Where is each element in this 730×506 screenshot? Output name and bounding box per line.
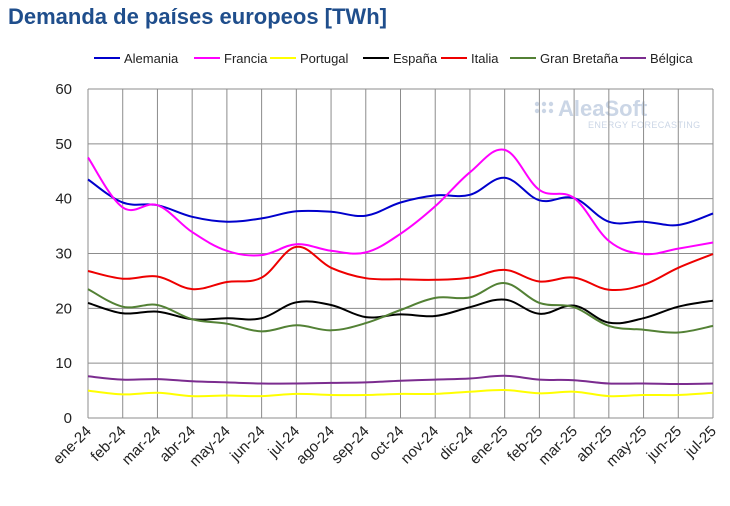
y-tick-label: 10	[55, 355, 72, 372]
x-tick-label: ene-25	[466, 423, 511, 468]
series-line-alemania	[87, 176, 714, 227]
y-tick-label: 30	[55, 246, 72, 263]
watermark-brand: AleaSoft	[558, 96, 648, 121]
legend-label-alemania: Alemania	[124, 51, 179, 66]
x-tick-label: jul-25	[681, 423, 720, 462]
x-axis-ticks: ene-24feb-24mar-24abr-24may-24jun-24jul-…	[50, 423, 720, 470]
watermark-tagline: ENERGY FORECASTING	[588, 120, 701, 130]
series-line-belgica	[87, 374, 714, 385]
series-line-italia	[87, 245, 714, 292]
series-line-portugal	[87, 388, 714, 398]
y-axis-ticks: 0 10 20 30 40 50 60	[55, 81, 72, 427]
x-tick-label: ago-24	[293, 423, 338, 468]
legend: Alemania Francia Portugal España Italia Gran …	[94, 51, 693, 66]
y-tick-label: 20	[55, 300, 72, 317]
legend-label-espana: España	[393, 51, 438, 66]
y-tick-label: 40	[55, 191, 72, 208]
y-tick-label: 50	[55, 136, 72, 153]
x-tick-label: sep-24	[328, 423, 372, 467]
series-line-francia	[87, 148, 714, 257]
legend-label-francia: Francia	[224, 51, 268, 66]
y-tick-label: 0	[64, 410, 72, 427]
aleasoft-logo-icon	[534, 101, 554, 114]
x-tick-label: jun-25	[643, 423, 685, 465]
series-lines	[87, 148, 714, 398]
x-tick-label: mar-25	[535, 423, 581, 469]
x-tick-label: mar-24	[119, 423, 165, 469]
grid	[87, 88, 714, 419]
legend-label-gran-bretana: Gran Bretaña	[540, 51, 619, 66]
x-tick-label: ene-24	[50, 423, 95, 468]
legend-label-belgica: Bélgica	[650, 51, 693, 66]
legend-label-portugal: Portugal	[300, 51, 349, 66]
chart-title: Demanda de países europeos [TWh]	[8, 4, 387, 29]
x-tick-label: jun-24	[226, 423, 268, 465]
series-line-gran-bretana	[87, 282, 714, 334]
x-tick-label: nov-24	[398, 423, 442, 467]
watermark-logo: AleaSoft ENERGY FORECASTING	[534, 96, 701, 130]
y-tick-label: 60	[55, 81, 72, 98]
legend-label-italia: Italia	[471, 51, 499, 66]
